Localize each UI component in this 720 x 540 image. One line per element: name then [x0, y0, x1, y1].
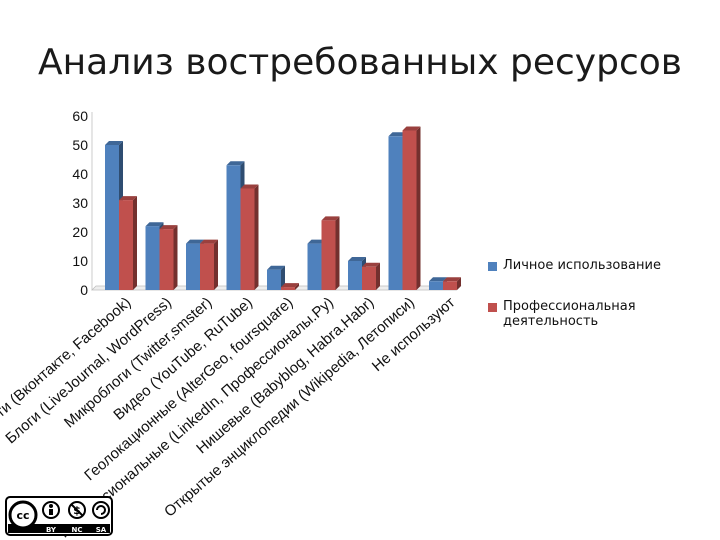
cc-license-badge: cc $ BY NC SA — [5, 496, 113, 536]
bar-top — [226, 161, 245, 166]
bar — [240, 184, 259, 290]
bar — [119, 196, 137, 290]
bar-side — [281, 265, 285, 290]
slide-title: Анализ востребованных ресурсов — [38, 42, 682, 83]
bar-top — [307, 239, 326, 244]
bar-front — [159, 229, 174, 290]
bar-front — [186, 243, 200, 290]
bar-side — [254, 184, 259, 290]
sa-icon — [92, 501, 110, 519]
legend-item-personal: Личное использование — [488, 258, 713, 273]
bars — [105, 126, 461, 290]
legend: Личное использование Профессиональная де… — [488, 258, 713, 355]
bar-top — [348, 257, 366, 261]
bar-front — [119, 200, 133, 290]
bar-front — [388, 136, 403, 290]
bar-side — [133, 196, 137, 290]
legend-swatch-professional — [488, 303, 497, 312]
bar-front — [240, 188, 255, 290]
y-tick-label: 50 — [72, 137, 88, 153]
y-tick-label: 10 — [72, 253, 88, 269]
bar — [402, 126, 421, 290]
bar-front — [281, 287, 295, 290]
bar-top — [281, 283, 299, 288]
legend-swatch-personal — [488, 262, 497, 271]
bar-front — [145, 226, 160, 290]
y-tick-label: 40 — [72, 166, 88, 182]
bar-top — [443, 277, 461, 282]
bar — [267, 265, 285, 290]
legend-item-professional: Профессиональная деятельность — [488, 299, 713, 329]
bar — [321, 216, 340, 290]
bar-front — [402, 130, 417, 290]
bar-side — [376, 262, 380, 290]
bar-top — [267, 265, 285, 270]
bar-front — [348, 261, 362, 290]
bar — [443, 277, 461, 290]
bar-side — [457, 277, 461, 290]
bar-front — [443, 281, 457, 290]
bar-top — [200, 239, 218, 244]
bar-top — [105, 141, 123, 145]
bar-top — [159, 225, 178, 230]
bar-top — [240, 184, 259, 189]
bar — [281, 283, 299, 290]
license-sa: SA — [96, 526, 107, 534]
bar-top — [186, 239, 204, 244]
y-tick-label: 30 — [72, 195, 88, 211]
license-by: BY — [46, 526, 57, 534]
bar-front — [200, 243, 214, 290]
bar — [159, 225, 178, 290]
bar — [200, 239, 218, 290]
bar-front — [267, 269, 281, 290]
bar-top — [362, 262, 380, 267]
bar-front — [362, 266, 376, 290]
svg-text:cc: cc — [16, 509, 29, 522]
bar-front — [307, 243, 322, 290]
bar-top — [388, 132, 407, 137]
bar-top — [321, 216, 340, 221]
bar-side — [214, 239, 218, 290]
legend-label-professional: Профессиональная деятельность — [503, 299, 636, 329]
bar-top — [145, 222, 164, 227]
bar — [348, 257, 366, 290]
bar-front — [226, 165, 241, 290]
bar-top — [429, 277, 447, 282]
y-axis-ticks: 0 10 20 30 40 50 60 — [72, 108, 88, 298]
bar-front — [429, 281, 443, 290]
bar-front — [105, 145, 119, 290]
license-nc: NC — [72, 526, 83, 534]
bar — [362, 262, 380, 290]
bar-side — [335, 216, 340, 290]
bar-side — [173, 225, 178, 290]
bar-top — [402, 126, 421, 131]
legend-label-personal: Личное использование — [503, 258, 661, 273]
y-tick-label: 60 — [72, 108, 88, 124]
y-tick-label: 0 — [80, 282, 88, 298]
bar-top — [119, 196, 137, 201]
bar-front — [321, 220, 336, 290]
bar-side — [416, 126, 421, 290]
bar-side — [295, 283, 299, 290]
y-tick-label: 20 — [72, 224, 88, 240]
